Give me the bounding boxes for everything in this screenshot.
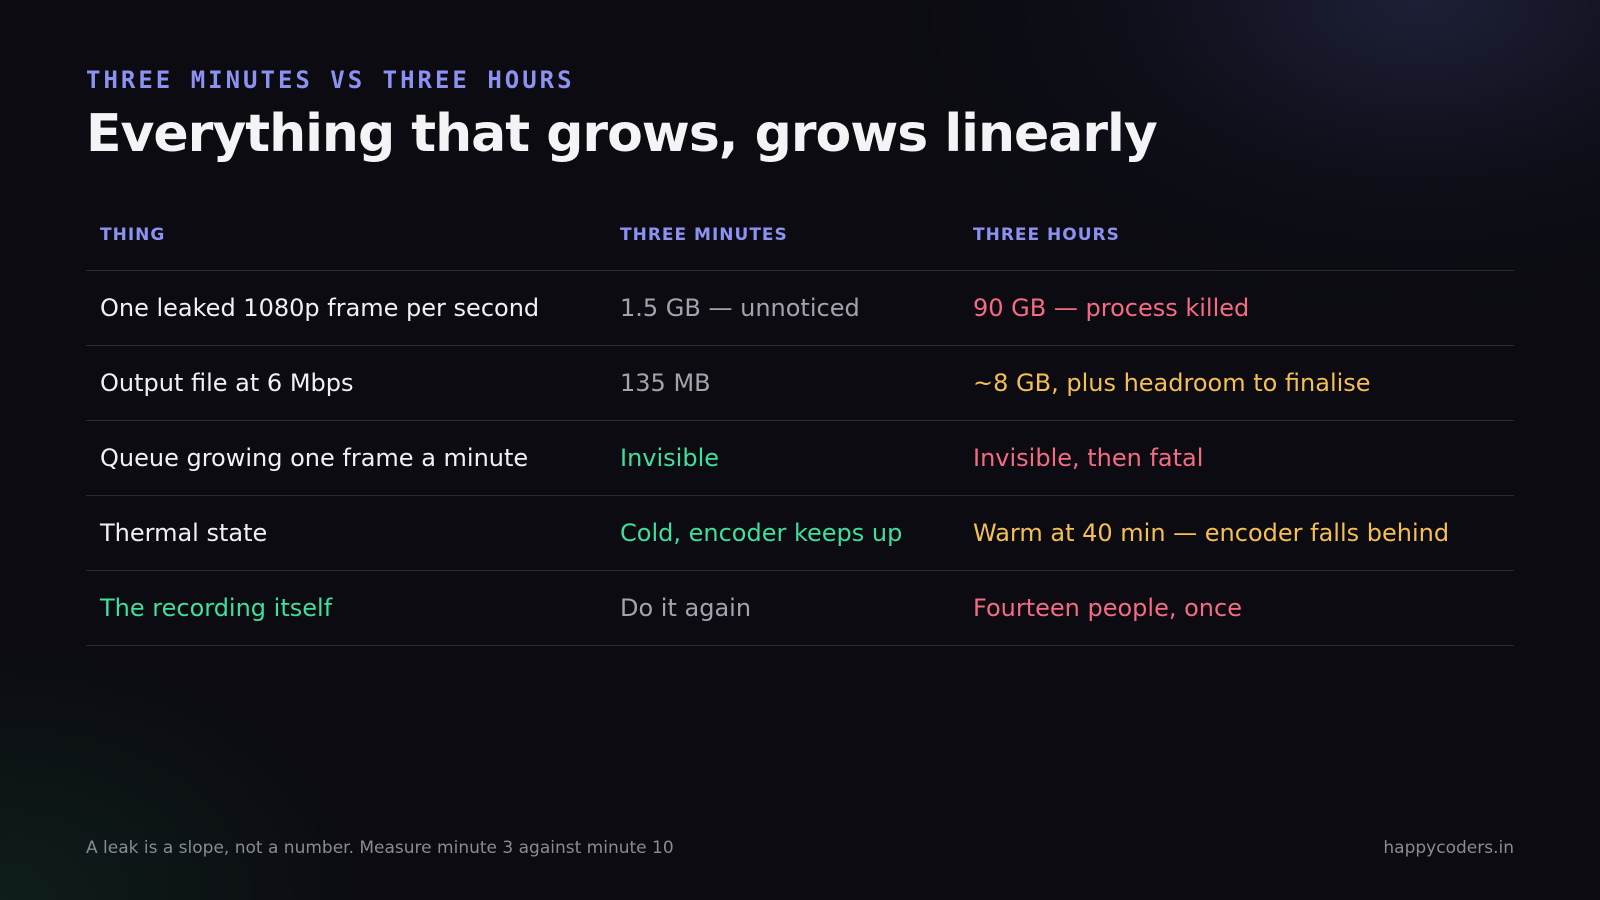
table-row: The recording itself Do it again Fourtee…	[86, 570, 1514, 646]
table-row: Output file at 6 Mbps 135 MB ~8 GB, plus…	[86, 345, 1514, 421]
cell-three-hours: Warm at 40 min — encoder falls behind	[959, 495, 1514, 571]
cell-three-minutes: 1.5 GB — unnoticed	[606, 270, 959, 346]
cell-three-minutes: Cold, encoder keeps up	[606, 495, 959, 571]
table-row: Thermal state Cold, encoder keeps up War…	[86, 495, 1514, 571]
cell-three-hours: ~8 GB, plus headroom to finalise	[959, 345, 1514, 421]
eyebrow-label: THREE MINUTES VS THREE HOURS	[86, 66, 575, 94]
cell-thing: Queue growing one frame a minute	[86, 420, 606, 496]
column-header-three-hours: THREE HOURS	[959, 200, 1514, 271]
cell-thing: One leaked 1080p frame per second	[86, 270, 606, 346]
comparison-table: THING THREE MINUTES THREE HOURS One leak…	[86, 200, 1514, 646]
footer-note: A leak is a slope, not a number. Measure…	[86, 838, 674, 858]
cell-thing: The recording itself	[86, 570, 606, 646]
cell-three-hours: 90 GB — process killed	[959, 270, 1514, 346]
cell-three-minutes: Invisible	[606, 420, 959, 496]
table-header-row: THING THREE MINUTES THREE HOURS	[86, 200, 1514, 271]
column-header-three-minutes: THREE MINUTES	[606, 200, 959, 271]
cell-three-hours: Invisible, then fatal	[959, 420, 1514, 496]
slide-title: Everything that grows, grows linearly	[86, 104, 1158, 164]
cell-three-minutes: 135 MB	[606, 345, 959, 421]
column-header-thing: THING	[86, 200, 606, 271]
table-row: Queue growing one frame a minute Invisib…	[86, 420, 1514, 496]
cell-three-minutes: Do it again	[606, 570, 959, 646]
footer-brand: happycoders.in	[1383, 838, 1514, 858]
slide: THREE MINUTES VS THREE HOURS Everything …	[86, 0, 1514, 900]
table-row: One leaked 1080p frame per second 1.5 GB…	[86, 270, 1514, 346]
cell-three-hours: Fourteen people, once	[959, 570, 1514, 646]
cell-thing: Thermal state	[86, 495, 606, 571]
cell-thing: Output file at 6 Mbps	[86, 345, 606, 421]
